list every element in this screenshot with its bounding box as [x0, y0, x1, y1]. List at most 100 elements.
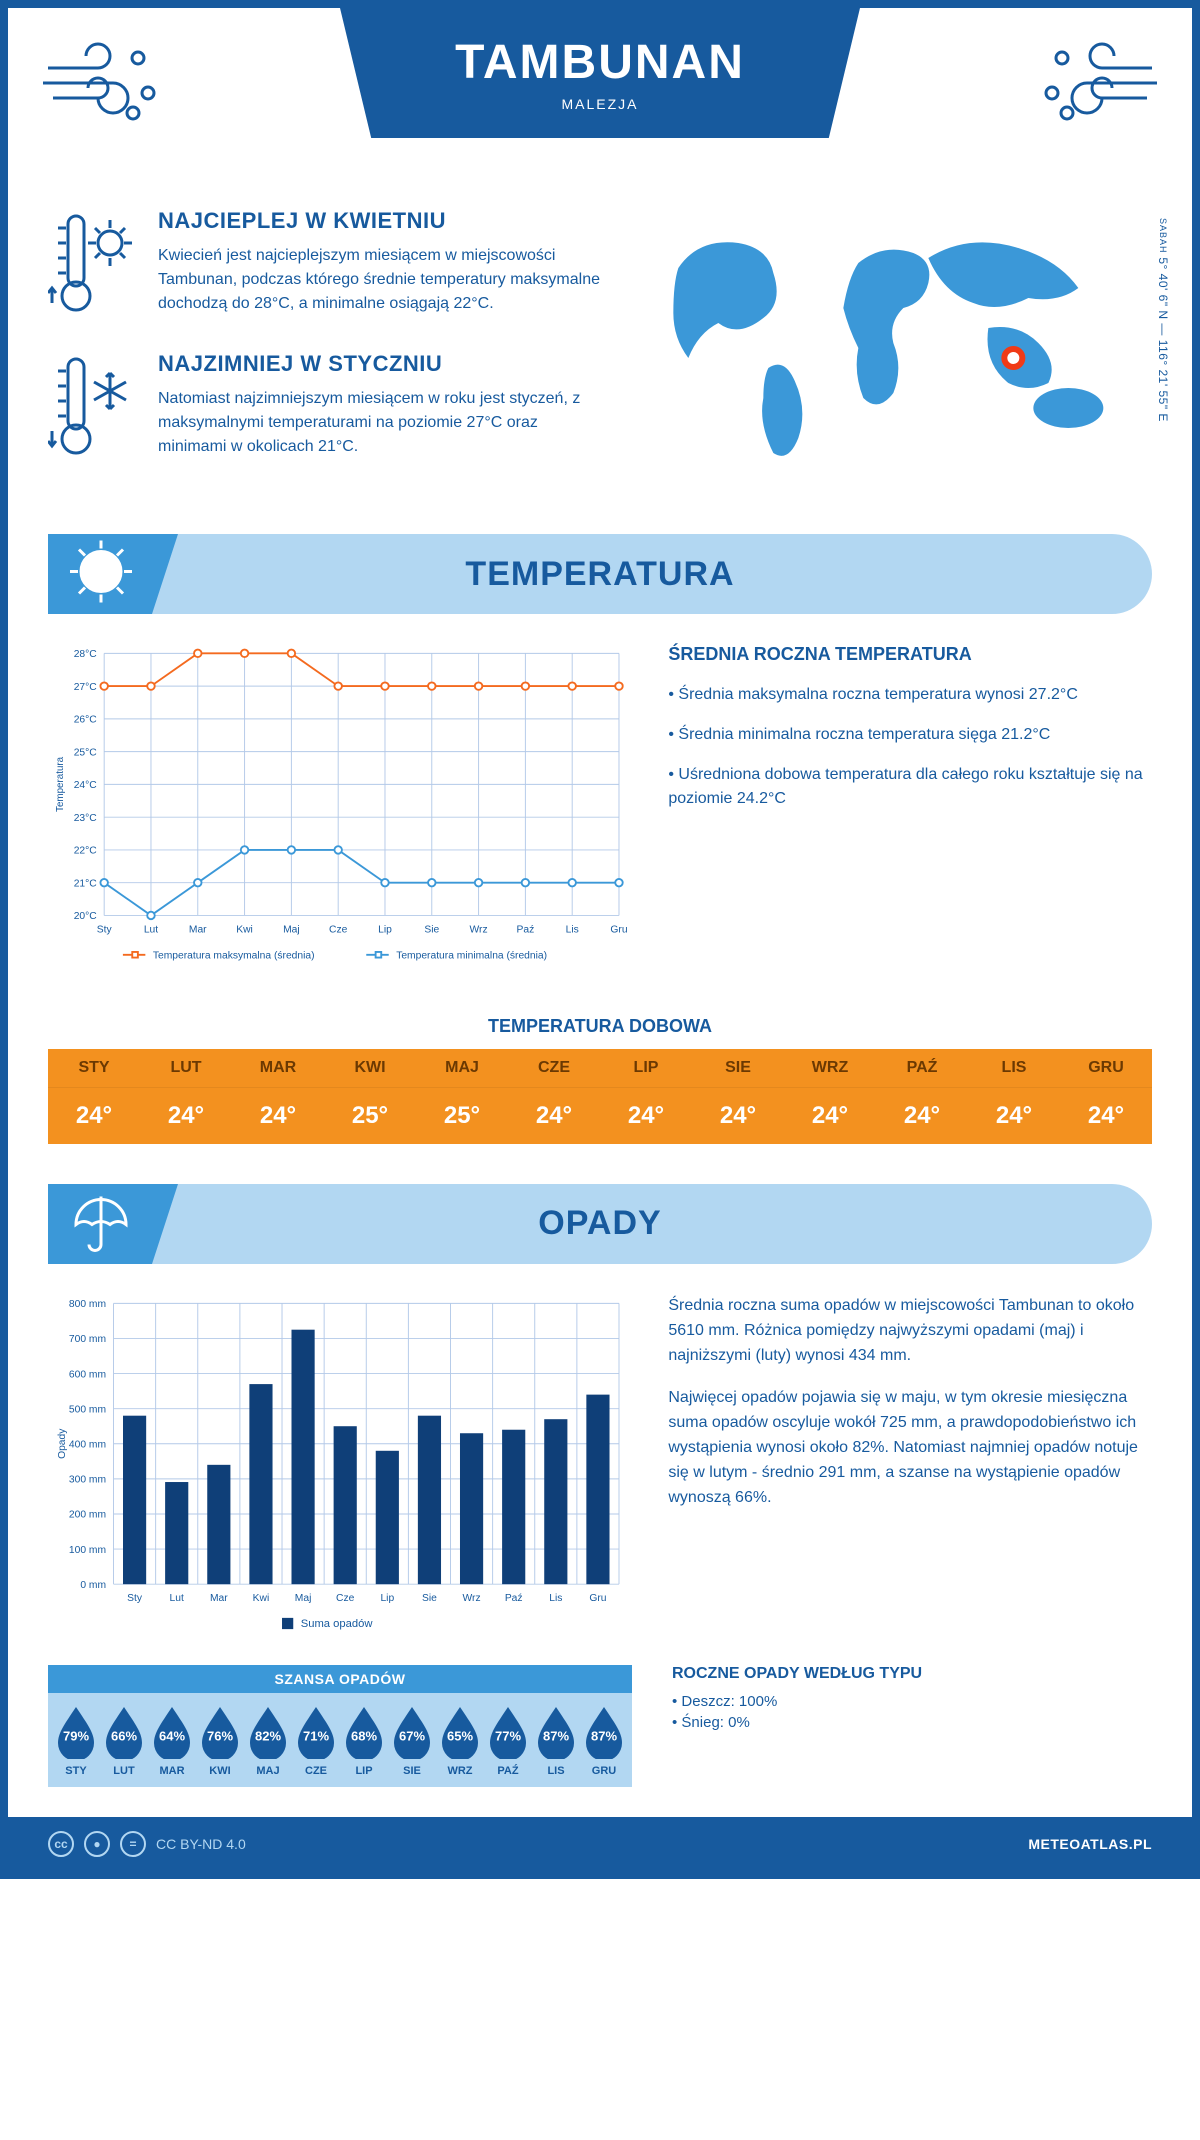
wind-icon [38, 38, 168, 133]
rain-chance-month: MAR [150, 1765, 194, 1777]
rain-chance-cell: 76%KWI [198, 1705, 242, 1777]
svg-text:500 mm: 500 mm [69, 1404, 106, 1415]
rain-chance-month: STY [54, 1765, 98, 1777]
svg-text:Lip: Lip [378, 924, 392, 935]
svg-text:Temperatura minimalna (średnia: Temperatura minimalna (średnia) [396, 951, 547, 962]
daily-temp-value: 24° [692, 1102, 784, 1130]
precip-paragraph: Średnia roczna suma opadów w miejscowośc… [668, 1294, 1152, 1368]
daily-temp-value: 24° [140, 1102, 232, 1130]
rain-chance-month: KWI [198, 1765, 242, 1777]
svg-text:26°C: 26°C [74, 715, 98, 726]
rain-chance-cell: 66%LUT [102, 1705, 146, 1777]
rain-chance-month: PAŹ [486, 1765, 530, 1777]
rain-chance-month: MAJ [246, 1765, 290, 1777]
nd-icon: = [120, 1831, 146, 1857]
precip-paragraph: Najwięcej opadów pojawia się w maju, w t… [668, 1386, 1152, 1510]
svg-text:Temperatura: Temperatura [55, 756, 66, 812]
rain-chance-month: LIP [342, 1765, 386, 1777]
daily-temp-value: 24° [600, 1102, 692, 1130]
svg-text:Mar: Mar [210, 1593, 228, 1604]
svg-text:Lut: Lut [170, 1593, 184, 1604]
svg-text:Sie: Sie [424, 924, 439, 935]
month-header: LIS [968, 1059, 1060, 1077]
thermometer-sun-icon [48, 208, 138, 323]
svg-text:20°C: 20°C [74, 911, 98, 922]
coldest-fact: NAJZIMNIEJ W STYCZNIU Natomiast najzimni… [48, 351, 605, 466]
rain-chance-value: 79% [54, 1728, 98, 1743]
rain-chance-value: 64% [150, 1728, 194, 1743]
world-map-icon [645, 208, 1152, 468]
location-marker-icon [1005, 349, 1023, 367]
temperature-section-banner: TEMPERATURA [48, 534, 1152, 614]
month-header: CZE [508, 1059, 600, 1077]
rain-chance-month: WRZ [438, 1765, 482, 1777]
avg-temp-bullet: • Średnia maksymalna roczna temperatura … [668, 683, 1152, 707]
temperature-section-title: TEMPERATURA [465, 555, 734, 594]
daily-temp-value: 24° [1060, 1102, 1152, 1130]
footer: cc ● = CC BY-ND 4.0 METEOATLAS.PL [8, 1817, 1192, 1871]
rain-chance-cell: 64% MAR [150, 1705, 194, 1777]
month-header: LUT [140, 1059, 232, 1077]
month-header: MAR [232, 1059, 324, 1077]
precipitation-summary: Średnia roczna suma opadów w miejscowośc… [668, 1294, 1152, 1655]
warmest-body: Kwiecień jest najcieplejszym miesiącem w… [158, 244, 605, 316]
rain-chance-value: 65% [438, 1728, 482, 1743]
svg-text:Mar: Mar [189, 924, 207, 935]
rain-chance-cell: 68% LIP [342, 1705, 386, 1777]
rain-chance-value: 82% [246, 1728, 290, 1743]
rain-chance-cell: 82% MAJ [246, 1705, 290, 1777]
month-header: PAŹ [876, 1059, 968, 1077]
svg-text:24°C: 24°C [74, 780, 98, 791]
svg-text:Sie: Sie [422, 1593, 437, 1604]
rain-chance-month: LUT [102, 1765, 146, 1777]
temperature-line-chart: 20°C21°C22°C23°C24°C25°C26°C27°C28°CStyL… [48, 644, 628, 986]
rain-chance-month: SIE [390, 1765, 434, 1777]
rain-chance-cell: 71%CZE [294, 1705, 338, 1777]
daily-temp-table: STYLUTMARKWIMAJCZELIPSIEWRZPAŹLISGRU 24°… [48, 1049, 1152, 1144]
daily-temp-value: 24° [232, 1102, 324, 1130]
daily-temp-value: 25° [324, 1102, 416, 1130]
svg-text:Sty: Sty [97, 924, 113, 935]
avg-temp-title: ŚREDNIA ROCZNA TEMPERATURA [668, 644, 1152, 665]
rain-chance-panel: SZANSA OPADÓW 79%STY66%LUT64%MAR76%KWI82… [48, 1665, 632, 1787]
header: TAMBUNAN MALEZJA [8, 8, 1192, 188]
svg-text:28°C: 28°C [74, 649, 98, 660]
rain-chance-month: GRU [582, 1765, 626, 1777]
coldest-body: Natomiast najzimniejszym miesiącem w rok… [158, 387, 605, 459]
precip-type-snow: • Śnieg: 0% [672, 1714, 1152, 1731]
daily-temp-value: 24° [968, 1102, 1060, 1130]
month-header: MAJ [416, 1059, 508, 1077]
svg-text:Lut: Lut [144, 924, 158, 935]
precip-type-rain: • Deszcz: 100% [672, 1693, 1152, 1710]
cc-icon: cc [48, 1831, 74, 1857]
daily-temp-title: TEMPERATURA DOBOWA [8, 1016, 1192, 1037]
license-text: CC BY-ND 4.0 [156, 1836, 246, 1852]
month-header: SIE [692, 1059, 784, 1077]
svg-text:700 mm: 700 mm [69, 1334, 106, 1345]
rain-chance-value: 67% [390, 1728, 434, 1743]
rain-chance-title: SZANSA OPADÓW [48, 1665, 632, 1693]
svg-text:21°C: 21°C [74, 878, 98, 889]
rain-chance-cell: 87%LIS [534, 1705, 578, 1777]
daily-temp-value: 24° [508, 1102, 600, 1130]
rain-chance-month: CZE [294, 1765, 338, 1777]
by-icon: ● [84, 1831, 110, 1857]
rain-chance-value: 68% [342, 1728, 386, 1743]
precipitation-section-banner: OPADY [48, 1184, 1152, 1264]
rain-chance-cell: 87% GRU [582, 1705, 626, 1777]
warmest-title: NAJCIEPLEJ W KWIETNIU [158, 208, 605, 234]
month-header: GRU [1060, 1059, 1152, 1077]
daily-temp-value: 24° [784, 1102, 876, 1130]
rain-chance-cell: 65% WRZ [438, 1705, 482, 1777]
daily-temp-value: 24° [48, 1102, 140, 1130]
avg-temp-bullet: • Uśredniona dobowa temperatura dla całe… [668, 763, 1152, 811]
rain-chance-value: 77% [486, 1728, 530, 1743]
svg-text:Wrz: Wrz [463, 1593, 481, 1604]
svg-text:0 mm: 0 mm [80, 1580, 106, 1591]
month-header: LIP [600, 1059, 692, 1077]
climate-facts: NAJCIEPLEJ W KWIETNIU Kwiecień jest najc… [48, 208, 605, 494]
rain-chance-value: 87% [582, 1728, 626, 1743]
precipitation-bar-chart: 0 mm100 mm200 mm300 mm400 mm500 mm600 mm… [48, 1294, 628, 1655]
svg-text:Opady: Opady [57, 1428, 68, 1459]
svg-text:Temperatura maksymalna (średni: Temperatura maksymalna (średnia) [153, 951, 315, 962]
